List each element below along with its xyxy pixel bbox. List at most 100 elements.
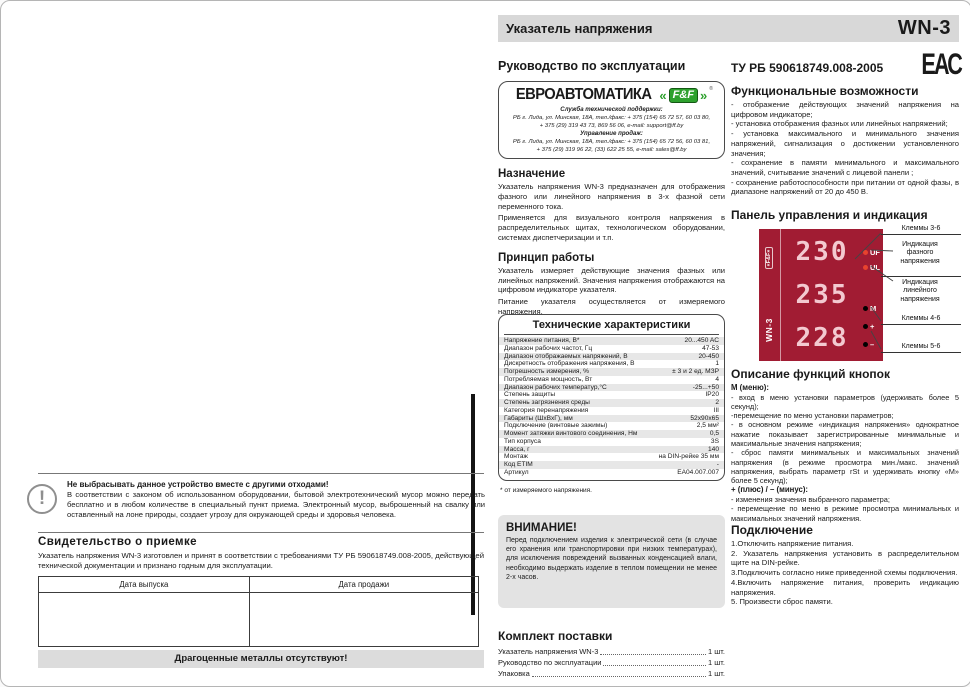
spec-value: -25...+50 xyxy=(692,383,719,391)
connection-step: 5. Произвести сброс памяти. xyxy=(731,597,833,607)
date-table-cell-issue xyxy=(39,593,250,646)
device-side-strip xyxy=(759,229,781,361)
spec-row: Дискретность отображения напряжения, В 1 xyxy=(499,360,724,368)
brand-box: ЕВРОАВТОМАТИКА « F&F » ® Служба техничес… xyxy=(498,81,725,159)
specs-footnote: * от измеряемого напряжения. xyxy=(500,487,592,494)
spec-value: ± 3 и 2 ед. МЗР xyxy=(672,368,719,375)
callout-phase-indication: Индикация фазного напряжения xyxy=(900,241,940,265)
spec-value: 52х90х65 xyxy=(690,414,719,422)
spec-row: Степень защиты IP20 xyxy=(499,391,724,399)
feature-item: - сохранение в памяти минимального и мак… xyxy=(731,158,959,177)
spec-value: EA04.007.007 xyxy=(677,468,719,476)
spec-name: Габариты (ШхВхГ), мм xyxy=(504,414,573,422)
ul-led-icon xyxy=(863,265,868,270)
spec-value: 2,5 мм² xyxy=(696,422,719,430)
features-heading: Функциональные возможности xyxy=(731,84,919,98)
kit-item: Указатель напряжения WN-3 1 шт. xyxy=(498,646,725,657)
acceptance-heading: Свидетельство о приемке xyxy=(38,536,197,548)
callout-line xyxy=(881,276,961,277)
support-line2: + 375 (29) 319 43 73, 869 56 06, e-mail:… xyxy=(539,123,684,129)
kit-item-name: Руководство по эксплуатации xyxy=(498,658,602,667)
device-model-rotated: WN-3 xyxy=(764,318,774,342)
spec-name: Погрешность измерения, % xyxy=(504,368,589,375)
plusminus-button-label: + (плюс) / – (минус): xyxy=(731,485,809,495)
dotted-leader xyxy=(603,665,707,666)
callout-line-indication: Индикация линейного напряжения xyxy=(900,279,940,303)
spec-name: Степень загрязнения среды xyxy=(504,399,590,406)
spec-value: 0,5 xyxy=(709,430,719,437)
display-value: 235 xyxy=(795,279,849,310)
menu-function-item: -перемещение по меню установки параметро… xyxy=(731,411,894,421)
support-line1: РБ г. Лида, ул. Минская, 18А, тел./факс:… xyxy=(512,115,711,121)
spec-row: Подключение (винтовые зажимы) 2,5 мм² xyxy=(499,422,724,430)
m-label: M xyxy=(870,304,877,313)
connection-step: 2. Указатель напряжения установить в рас… xyxy=(731,548,959,568)
spec-row: Габариты (ШхВхГ), мм 52х90х65 xyxy=(499,414,724,423)
plusminus-function-item: - изменения значения выбранного параметр… xyxy=(731,494,890,504)
button-plus: + xyxy=(863,322,874,331)
spec-name: Потребляемая мощность, Вт xyxy=(504,375,593,383)
button-minus: – xyxy=(863,340,874,349)
minus-button-icon xyxy=(863,342,868,347)
date-table-cell-sale xyxy=(250,593,478,646)
plusminus-function-item: - перемещение по меню в режиме просмотра… xyxy=(731,504,959,523)
spec-row: Диапазон отображаемых напряжений, В 20-4… xyxy=(499,352,724,361)
principle-heading: Принцип работы xyxy=(498,251,595,264)
feature-item: - установка отображения фазных или линей… xyxy=(731,119,948,129)
right-column: ТУ РБ 590618749.008-2005 ЕАС Функциональ… xyxy=(731,48,963,682)
spec-name: Степень защиты xyxy=(504,391,556,399)
exclamation-icon: ! xyxy=(27,484,57,514)
spec-row: Масса, г 140 xyxy=(499,445,724,454)
sales-label: Управление продаж: xyxy=(580,130,643,137)
kit-item-name: Упаковка xyxy=(498,669,530,678)
menu-function-item: - в основном режиме «индикация напряжени… xyxy=(731,420,959,448)
panel-heading: Панель управления и индикация xyxy=(731,208,928,222)
menu-button-label: М (меню): xyxy=(731,383,769,392)
specs-heading: Технические характеристики xyxy=(504,315,719,335)
display-value: 230 xyxy=(795,237,849,268)
spec-name: Диапазон отображаемых напряжений, В xyxy=(504,352,628,360)
attention-box: ВНИМАНИЕ! Перед подключением изделия к э… xyxy=(498,515,725,608)
led-ul: UL xyxy=(863,263,880,272)
ff-logo-left-chevron: « xyxy=(659,87,667,103)
title-bar: Указатель напряжения WN-3 xyxy=(498,15,959,42)
spec-row: Погрешность измерения, % ± 3 и 2 ед. МЗР xyxy=(499,368,724,376)
spec-row: Артикул EA04.007.007 xyxy=(499,469,724,477)
model-name: WN-3 xyxy=(897,17,951,39)
spec-value: 20...450 AC xyxy=(684,337,719,344)
spec-name: Монтаж xyxy=(504,453,528,461)
spec-name: Масса, г xyxy=(504,445,530,453)
date-table-header-issue: Дата выпуска xyxy=(39,577,250,593)
callout-terminals-5-6: Клеммы 5-6 xyxy=(881,343,961,354)
ul-label: UL xyxy=(870,263,880,272)
spec-value: IP20 xyxy=(705,391,719,399)
acceptance-body: Указатель напряжения WN-3 изготовлен и п… xyxy=(38,551,484,570)
principle-p1: Указатель измеряет действующие значения … xyxy=(498,265,725,295)
kit-item: Руководство по эксплуатации 1 шт. xyxy=(498,657,725,668)
ff-logo-right-chevron: » xyxy=(700,87,708,103)
m-button-icon xyxy=(863,306,868,311)
kit-item-name: Указатель напряжения WN-3 xyxy=(498,647,599,656)
disposal-warning-title: Не выбрасывать данное устройство вместе … xyxy=(67,480,329,489)
spec-value: 1 xyxy=(715,360,719,368)
attention-body: Перед подключением изделия к электрическ… xyxy=(506,537,717,581)
callout-terminals-3-6: Клеммы 3-6 xyxy=(881,225,961,236)
purpose-heading: Назначение xyxy=(498,168,566,180)
spec-name: Артикул xyxy=(504,468,529,476)
uf-label: UF xyxy=(870,248,880,257)
feature-item: - сохранение работоспособности при питан… xyxy=(731,177,959,197)
date-table: Дата выпуска Дата продажи xyxy=(38,576,479,647)
brand-name: ЕВРОАВТОМАТИКА xyxy=(515,86,652,103)
spec-row: Потребляемая мощность, Вт 4 xyxy=(499,376,724,384)
spec-name: Напряжение питания, В* xyxy=(504,337,580,344)
support-label: Служба технической поддержки: xyxy=(560,106,663,113)
spec-name: Дискретность отображения напряжения, В xyxy=(504,360,635,368)
spec-value: 2 xyxy=(715,399,719,406)
kit-heading: Комплект поставки xyxy=(498,629,613,643)
spec-row: Степень загрязнения среды 2 xyxy=(499,399,724,407)
callout-terminals-4-6: Клеммы 4-6 xyxy=(881,315,961,326)
spec-name: Диапазон рабочих температур,°С xyxy=(504,383,607,391)
disposal-warning-body: В соответствии с законом об использованн… xyxy=(67,490,485,519)
seven-segment-display: 230 235 228 xyxy=(781,231,863,359)
manual-heading: Руководство по эксплуатации xyxy=(498,59,686,73)
